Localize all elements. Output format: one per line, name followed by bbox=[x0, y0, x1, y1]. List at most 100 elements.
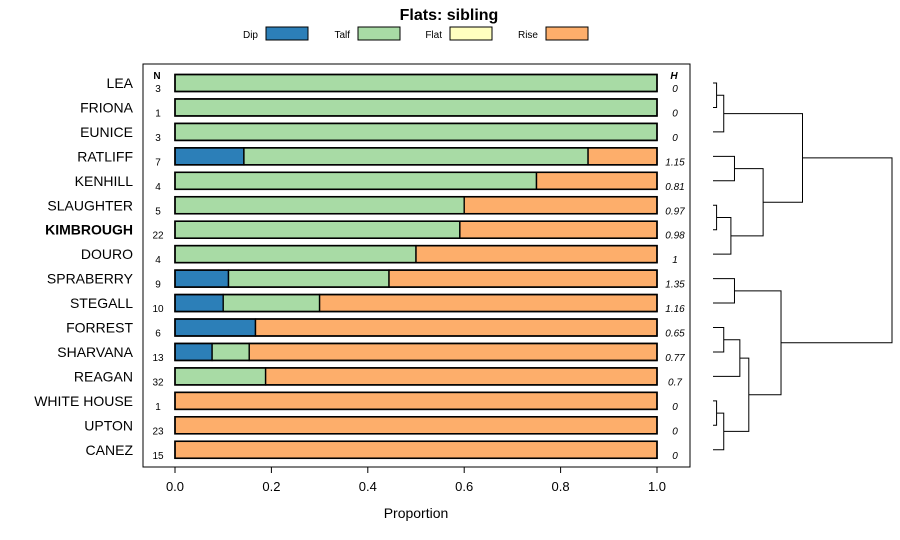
category-label: FRIONA bbox=[80, 99, 134, 115]
n-value: 10 bbox=[152, 304, 164, 315]
dendrogram-link bbox=[734, 290, 782, 396]
category-label: STEGALL bbox=[70, 295, 133, 311]
legend-label-talf: Talf bbox=[334, 30, 350, 41]
dendrogram-link bbox=[713, 327, 725, 353]
x-axis-label: Proportion bbox=[384, 505, 449, 521]
legend-label-rise: Rise bbox=[518, 30, 538, 41]
legend-label-flat: Flat bbox=[425, 30, 442, 41]
bar-outline bbox=[174, 293, 658, 313]
h-value: 0.65 bbox=[665, 329, 685, 340]
category-label: DOURO bbox=[81, 246, 133, 262]
bar-segment-rise bbox=[587, 147, 658, 166]
dendrogram-link bbox=[713, 94, 725, 133]
bar-segment-dip bbox=[174, 293, 224, 313]
dendrogram-link bbox=[713, 412, 725, 451]
bar-segment-talf bbox=[174, 171, 538, 191]
n-value: 4 bbox=[155, 182, 161, 193]
bar-segment-talf bbox=[222, 293, 321, 313]
bar-outline bbox=[174, 244, 658, 264]
n-value: 3 bbox=[155, 133, 161, 144]
dendrogram-link bbox=[723, 357, 750, 432]
category-label: SHARVANA bbox=[57, 344, 133, 360]
x-tick-label: 0.8 bbox=[552, 479, 570, 494]
bar-segment-rise bbox=[459, 220, 658, 239]
dendrogram-link bbox=[713, 278, 735, 304]
category-label: EUNICE bbox=[80, 124, 133, 140]
dendrogram-link bbox=[713, 400, 718, 426]
h-value: 0.98 bbox=[665, 231, 685, 242]
n-header: N bbox=[153, 71, 160, 82]
bar-outline bbox=[174, 440, 658, 460]
n-value: 5 bbox=[155, 206, 161, 217]
h-value: 0.7 bbox=[668, 377, 682, 388]
x-axis: 0.0 0.2 0.4 0.6 0.8 1.0 bbox=[166, 467, 666, 494]
bar-segment-rise bbox=[248, 342, 658, 362]
bar-segment-talf bbox=[174, 367, 267, 386]
n-value: 22 bbox=[152, 231, 164, 242]
n-value: 1 bbox=[155, 402, 161, 413]
h-value: 1.35 bbox=[665, 280, 685, 291]
n-value: 15 bbox=[152, 451, 164, 462]
bar-segment-talf bbox=[211, 342, 250, 362]
category-label: CANEZ bbox=[86, 442, 134, 458]
category-label: RATLIFF bbox=[77, 148, 133, 164]
bars bbox=[174, 73, 658, 460]
bar-segment-talf bbox=[174, 244, 417, 264]
h-value: 1 bbox=[672, 255, 678, 266]
dendrogram-link bbox=[713, 155, 735, 182]
category-labels: LEA FRIONA EUNICE RATLIFF KENHILL SLAUGHTER KI… bbox=[34, 75, 133, 458]
bar-outline bbox=[174, 171, 658, 191]
bar-outline bbox=[174, 318, 658, 337]
n-value: 6 bbox=[155, 329, 161, 340]
n-value: 7 bbox=[155, 157, 161, 168]
legend-label-dip: Dip bbox=[243, 30, 258, 41]
bar-segment-rise bbox=[254, 318, 658, 337]
h-value: 0.97 bbox=[665, 206, 685, 217]
dendrogram-link bbox=[730, 168, 764, 237]
bar-segment-rise bbox=[264, 367, 658, 386]
bar-outline bbox=[174, 122, 658, 142]
category-label: SPRABERRY bbox=[47, 271, 134, 287]
category-label: LEA bbox=[107, 75, 134, 91]
bar-segment-talf bbox=[174, 196, 465, 215]
bar-segment-talf bbox=[174, 220, 461, 239]
category-label: KIMBROUGH bbox=[45, 222, 133, 238]
x-tick-label: 0.6 bbox=[455, 479, 473, 494]
bar-outline bbox=[174, 98, 658, 117]
dendrogram-link bbox=[713, 204, 718, 231]
bar-outline bbox=[174, 73, 658, 93]
legend-swatch-rise bbox=[545, 26, 589, 41]
bar-outline bbox=[174, 195, 658, 215]
bar-segment-rise bbox=[388, 269, 658, 288]
category-label: WHITE HOUSE bbox=[34, 393, 133, 409]
plot-panel bbox=[142, 63, 691, 468]
bar-outline bbox=[174, 147, 658, 166]
x-tick-label: 0.0 bbox=[166, 479, 184, 494]
n-value: 4 bbox=[155, 255, 161, 266]
h-value: 0.77 bbox=[665, 353, 685, 364]
category-label: REAGAN bbox=[74, 368, 133, 384]
bar-outline bbox=[174, 391, 658, 411]
h-value: 0 bbox=[672, 84, 678, 95]
h-values: 0 0 0 1.15 0.81 0.97 0.98 1 1.35 1.16 0.65 0.77 0.7 0… bbox=[665, 84, 685, 462]
legend-swatch-dip bbox=[265, 26, 309, 41]
bar-segment-rise bbox=[174, 391, 658, 411]
x-tick-label: 0.4 bbox=[359, 479, 377, 494]
bar-segment-talf bbox=[174, 73, 658, 93]
bar-segment-rise bbox=[415, 244, 658, 264]
bar-outline bbox=[174, 342, 658, 362]
dendrogram-link bbox=[781, 157, 893, 344]
bar-segment-talf bbox=[243, 147, 589, 166]
bar-segment-talf bbox=[174, 122, 658, 142]
h-value: 0 bbox=[672, 402, 678, 413]
bar-outline bbox=[174, 367, 658, 386]
dendrogram bbox=[713, 82, 893, 451]
h-value: 0.81 bbox=[665, 182, 684, 193]
n-value: 32 bbox=[152, 377, 164, 388]
h-value: 0 bbox=[672, 451, 678, 462]
chart-title: Flats: sibling bbox=[400, 7, 499, 24]
h-value: 1.15 bbox=[665, 157, 685, 168]
bar-segment-rise bbox=[463, 196, 658, 215]
bar-segment-rise bbox=[535, 171, 658, 191]
